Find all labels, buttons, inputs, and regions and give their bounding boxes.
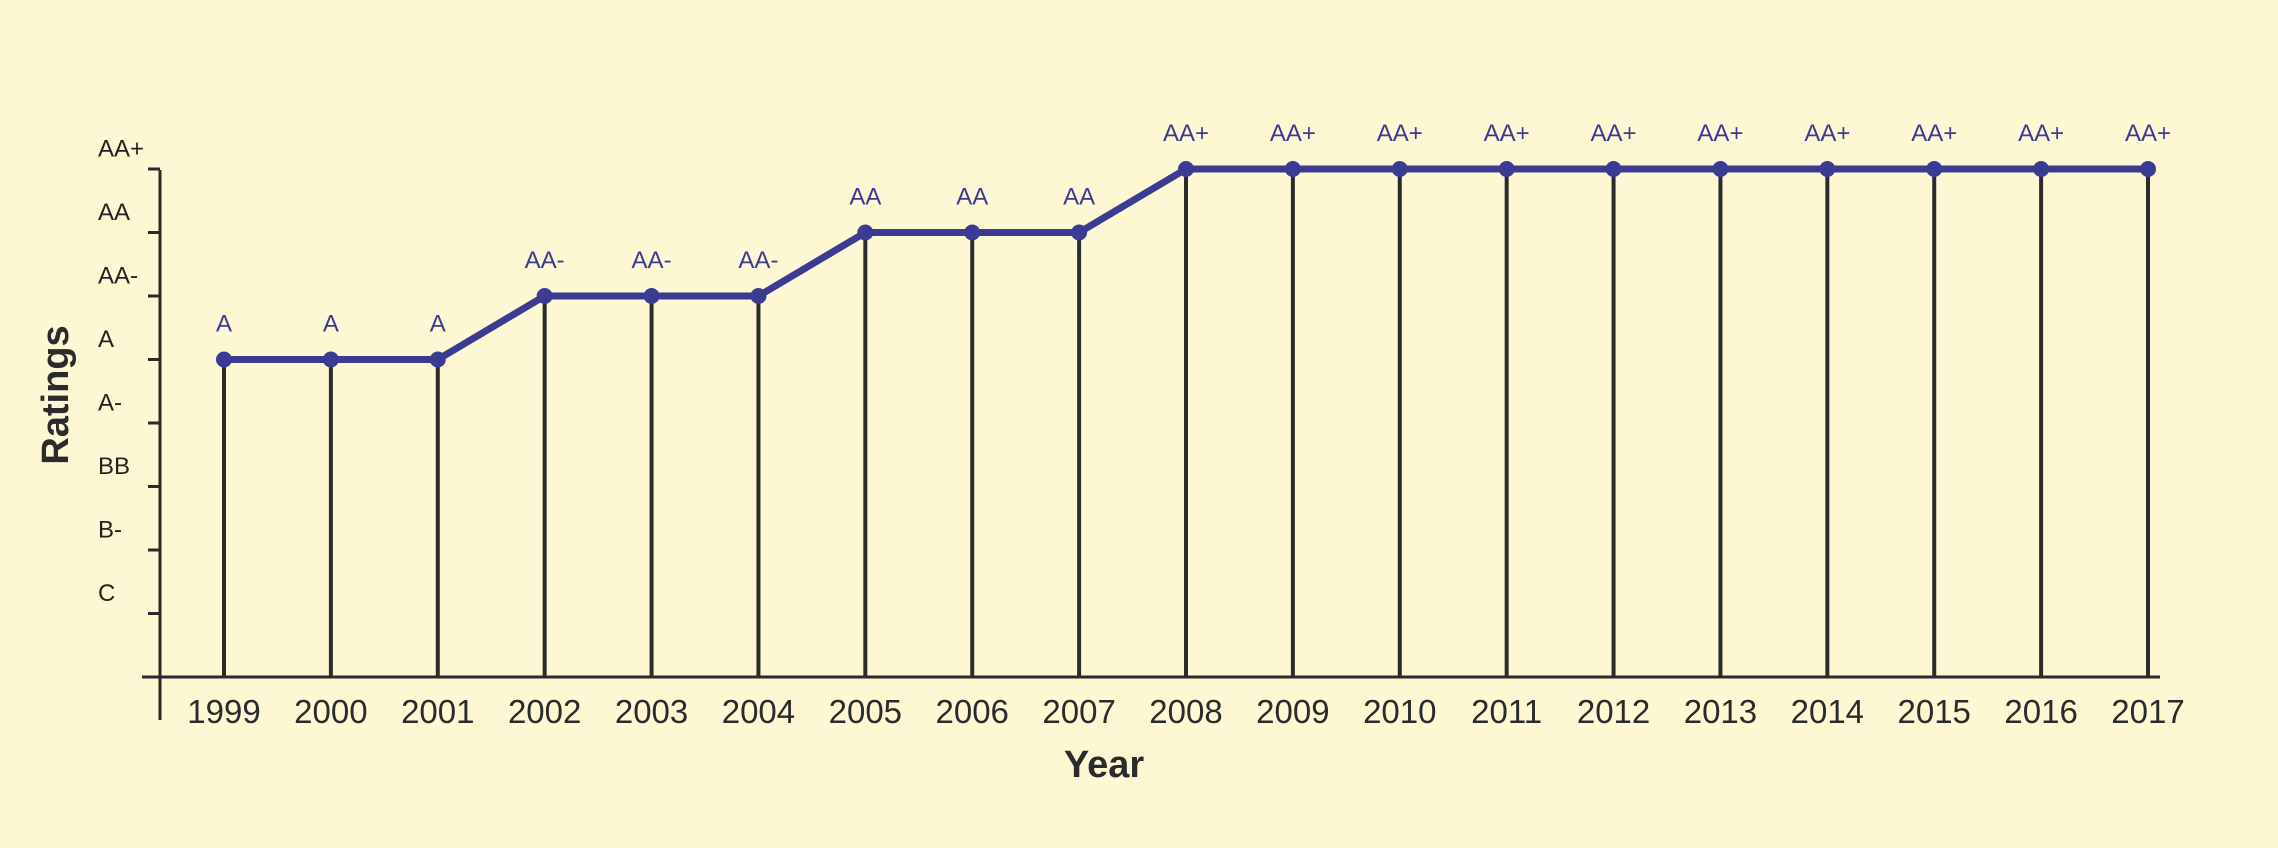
data-point xyxy=(750,288,767,304)
data-point xyxy=(643,288,660,304)
data-label: AA- xyxy=(738,247,778,274)
data-label: AA xyxy=(1063,184,1095,211)
y-axis-ticks: C B- BB A- A AA- AA AA+ xyxy=(98,135,160,615)
labels: 1999 2000 2001 2002 2003 2004 2005 2006 2007 2008… xyxy=(187,120,2184,730)
x-tick-label: 2017 xyxy=(2111,693,2184,730)
data-label: AA xyxy=(849,184,881,211)
data-label: AA+ xyxy=(2018,120,2064,147)
data-point xyxy=(1605,161,1622,177)
data-label: AA+ xyxy=(1911,120,1957,147)
data-label: AA xyxy=(956,184,988,211)
data-label: AA+ xyxy=(1591,120,1637,147)
data-point xyxy=(429,351,446,368)
drop-lines xyxy=(222,169,2150,677)
y-tick-label: AA- xyxy=(98,262,138,289)
data-label: AA+ xyxy=(2125,120,2171,147)
x-tick-label: 2013 xyxy=(1684,693,1757,730)
data-label: AA+ xyxy=(1377,120,1423,147)
data-label: A xyxy=(323,311,339,338)
data-point xyxy=(1926,161,1943,177)
data-label: AA+ xyxy=(1484,120,1530,147)
x-tick-label: 2005 xyxy=(829,693,902,730)
x-tick-label: 2006 xyxy=(936,693,1009,730)
x-axis-title: Year xyxy=(1064,744,1145,786)
data-point xyxy=(1498,161,1515,177)
data-label: AA- xyxy=(632,247,672,274)
data-label: A xyxy=(216,311,232,338)
x-tick-label: 2011 xyxy=(1471,693,1542,730)
x-tick-label: 2010 xyxy=(1363,693,1436,730)
x-tick-label: 2008 xyxy=(1149,693,1222,730)
data-label: AA+ xyxy=(1804,120,1850,147)
x-tick-label: 2002 xyxy=(508,693,581,730)
x-tick-label: 2004 xyxy=(722,693,795,730)
x-tick-label: 2009 xyxy=(1256,693,1329,730)
x-tick-label: 2012 xyxy=(1577,693,1650,730)
y-tick-label: A xyxy=(98,326,114,353)
x-tick-label: 2001 xyxy=(401,693,474,730)
x-tick-label: 2016 xyxy=(2004,693,2077,730)
data-point xyxy=(857,224,874,241)
data-label: AA- xyxy=(525,247,565,274)
data-point xyxy=(216,351,232,368)
y-tick-label: A- xyxy=(98,389,122,416)
x-tick-label: 1999 xyxy=(187,693,260,730)
x-tick-label: 2007 xyxy=(1042,693,1115,730)
axes xyxy=(142,170,2160,720)
x-tick-label: 2003 xyxy=(615,693,688,730)
y-tick-label: B- xyxy=(98,516,122,543)
data-point xyxy=(536,288,553,304)
data-point xyxy=(322,351,339,368)
data-point xyxy=(964,224,981,241)
x-tick-label: 2014 xyxy=(1791,693,1864,730)
data-point xyxy=(1284,161,1301,177)
data-label: AA+ xyxy=(1163,120,1209,147)
data-label: AA+ xyxy=(1697,120,1743,147)
data-points xyxy=(216,161,2156,368)
y-tick-label: AA+ xyxy=(98,135,144,162)
x-tick-label: 2015 xyxy=(1898,693,1971,730)
data-point xyxy=(2140,161,2156,177)
data-point xyxy=(1712,161,1729,177)
data-point xyxy=(1178,161,1194,177)
y-axis-title: Ratings xyxy=(35,325,77,464)
data-point xyxy=(2033,161,2050,177)
x-tick-label: 2000 xyxy=(294,693,367,730)
y-tick-label: C xyxy=(98,580,115,607)
y-tick-label: AA xyxy=(98,199,130,226)
data-point xyxy=(1819,161,1836,177)
data-point xyxy=(1071,224,1088,241)
data-point xyxy=(1391,161,1408,177)
data-label: A xyxy=(430,311,446,338)
data-label: AA+ xyxy=(1270,120,1316,147)
y-tick-label: BB xyxy=(98,453,130,480)
